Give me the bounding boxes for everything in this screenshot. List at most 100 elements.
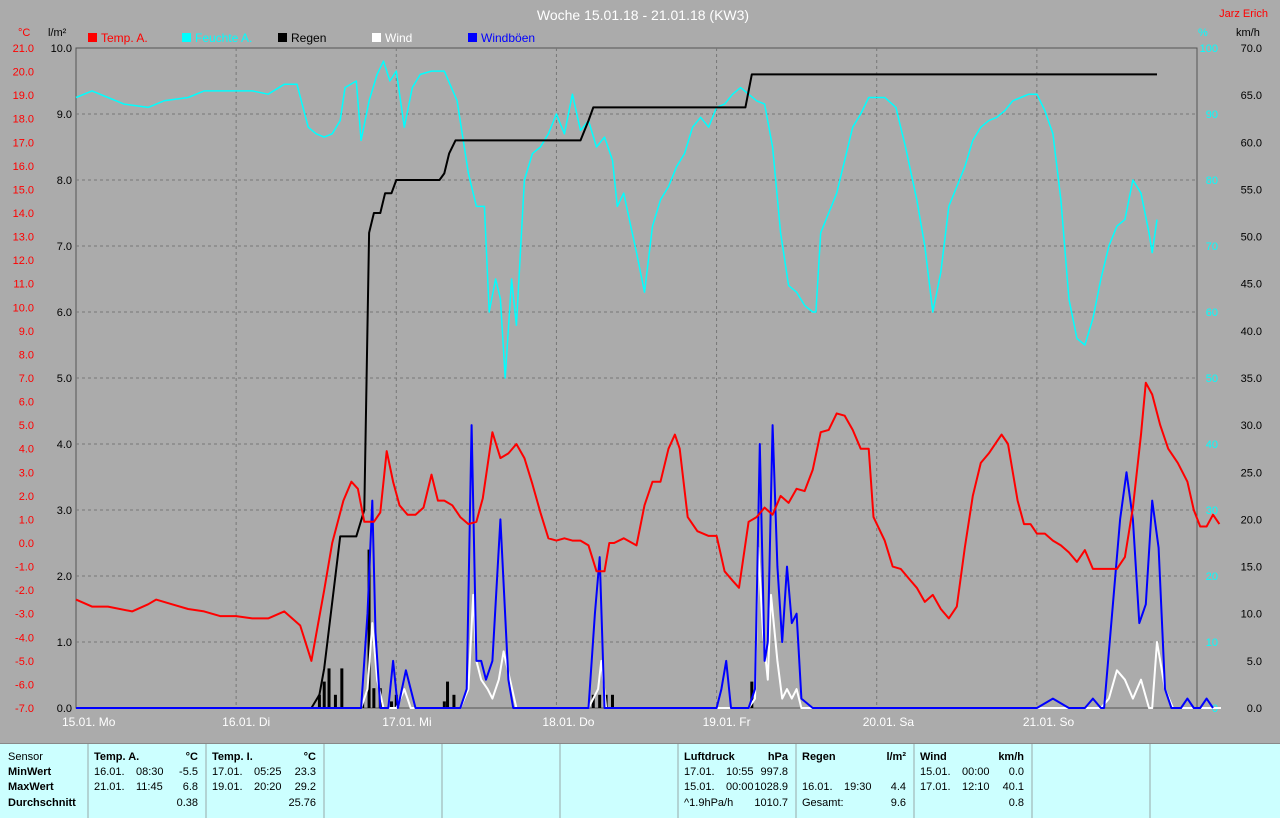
stats-value: 997.8 bbox=[760, 766, 788, 778]
x-tick-label: 21.01. So bbox=[1023, 715, 1075, 729]
humidity-tick-label: 40 bbox=[1206, 439, 1218, 451]
legend-label: Wind bbox=[385, 31, 412, 45]
humidity-tick-label: 50 bbox=[1206, 373, 1218, 385]
humidity-tick-label: 90 bbox=[1206, 109, 1218, 121]
stats-date: ^1.9hPa/h bbox=[684, 797, 733, 809]
temp-tick-label: 5.0 bbox=[19, 420, 34, 432]
stats-date: 21.01. bbox=[94, 781, 125, 793]
stats-row-label: Durchschnitt bbox=[8, 797, 76, 809]
stats-table: Sensor MinWert MaxWert Durchschnitt Temp. A.… bbox=[8, 744, 1151, 818]
stats-time: 12:10 bbox=[962, 781, 990, 793]
wind-axis-unit: km/h bbox=[1236, 27, 1260, 39]
stats-unit-temp-a: °C bbox=[186, 751, 198, 763]
chart-title: Woche 15.01.18 - 21.01.18 (KW3) bbox=[537, 7, 749, 23]
rain-bar bbox=[322, 681, 326, 708]
legend-label: Feuchte A. bbox=[195, 31, 252, 45]
wind-tick-label: 30.0 bbox=[1241, 420, 1262, 432]
temp-tick-label: -5.0 bbox=[15, 656, 34, 668]
stats-value: 29.2 bbox=[295, 781, 316, 793]
regen-line bbox=[76, 73, 1157, 709]
wind-tick-label: 50.0 bbox=[1241, 232, 1262, 244]
rain-tick-label: 4.0 bbox=[57, 439, 72, 451]
stats-value: 0.0 bbox=[1009, 766, 1024, 778]
rain-tick-label: 8.0 bbox=[57, 175, 72, 187]
stats-value: 9.6 bbox=[891, 797, 906, 809]
stats-time: 00:00 bbox=[726, 781, 754, 793]
humidity-tick-label: 80 bbox=[1206, 175, 1218, 187]
legend-label: Regen bbox=[291, 31, 326, 45]
wind-tick-label: 60.0 bbox=[1241, 137, 1262, 149]
rain-tick-label: 9.0 bbox=[57, 109, 72, 121]
temp-tick-label: 8.0 bbox=[19, 349, 34, 361]
stats-panel: Sensor MinWert MaxWert Durchschnitt Temp. A.… bbox=[0, 743, 1280, 818]
temp-tick-label: 10.0 bbox=[13, 302, 34, 314]
temp-tick-label: 14.0 bbox=[13, 208, 34, 220]
stats-unit-rain: l/m² bbox=[886, 751, 906, 763]
series-layer bbox=[75, 60, 1221, 709]
x-tick-label: 18.01. Do bbox=[542, 715, 594, 729]
rain-bars bbox=[317, 549, 754, 708]
windb-en-line bbox=[76, 424, 1214, 709]
legend-item: Windböen bbox=[468, 31, 535, 45]
stats-value: 1010.7 bbox=[754, 797, 788, 809]
rain-bar bbox=[598, 694, 602, 708]
rain-tick-label: 7.0 bbox=[57, 241, 72, 253]
chart-canvas: Woche 15.01.18 - 21.01.18 (KW3) Jarz Eri… bbox=[13, 7, 1268, 729]
temp-tick-label: 1.0 bbox=[19, 514, 34, 526]
stats-header-wind: Wind bbox=[920, 751, 947, 763]
legend-item: Wind bbox=[372, 31, 412, 45]
grid bbox=[75, 47, 1198, 709]
rain-bar bbox=[372, 688, 376, 708]
wind-tick-label: 10.0 bbox=[1241, 609, 1262, 621]
stats-date: 19.01. bbox=[212, 781, 243, 793]
temp-tick-label: 0.0 bbox=[19, 538, 34, 550]
stats-header-rain: Regen bbox=[802, 751, 836, 763]
temp-tick-label: 2.0 bbox=[19, 491, 34, 503]
rain-bar bbox=[446, 681, 450, 708]
wind-tick-label: 40.0 bbox=[1241, 326, 1262, 338]
stats-unit-temp-i: °C bbox=[304, 751, 316, 763]
temp-tick-label: 4.0 bbox=[19, 444, 34, 456]
stats-date: 15.01. bbox=[684, 781, 715, 793]
rain-tick-label: 0.0 bbox=[57, 703, 72, 715]
rain-tick-label: 3.0 bbox=[57, 505, 72, 517]
wind-tick-label: 5.0 bbox=[1247, 656, 1262, 668]
wind-tick-label: 70.0 bbox=[1241, 43, 1262, 55]
legend-item: Temp. A. bbox=[88, 31, 148, 45]
stats-time: 20:20 bbox=[254, 781, 282, 793]
stats-header-sensor: Sensor bbox=[8, 751, 43, 763]
rain-bar bbox=[591, 694, 595, 708]
stats-unit-wind: km/h bbox=[998, 751, 1024, 763]
rain-bar bbox=[327, 668, 331, 708]
rain-bar bbox=[317, 694, 321, 708]
rain-tick-label: 2.0 bbox=[57, 571, 72, 583]
temp-tick-label: 20.0 bbox=[13, 67, 34, 79]
feuchte-a-line bbox=[75, 60, 1158, 379]
legend-swatch bbox=[468, 33, 477, 42]
x-tick-label: 17.01. Mi bbox=[382, 715, 431, 729]
rain-bar bbox=[452, 694, 456, 708]
temp-tick-label: -6.0 bbox=[15, 679, 34, 691]
temp-tick-label: -7.0 bbox=[15, 703, 34, 715]
legend-swatch bbox=[372, 33, 381, 42]
wind-tick-label: 65.0 bbox=[1241, 90, 1262, 102]
stats-value: 4.4 bbox=[891, 781, 906, 793]
temp-tick-label: 11.0 bbox=[13, 279, 34, 291]
wind-tick-label: 0.0 bbox=[1247, 703, 1262, 715]
temp-tick-label: 19.0 bbox=[13, 90, 34, 102]
author-label: Jarz Erich bbox=[1219, 8, 1268, 20]
rain-bar bbox=[333, 694, 337, 708]
legend: Temp. A. Feuchte A. Regen Wind Windböen bbox=[88, 31, 535, 45]
stats-time: 00:00 bbox=[962, 766, 990, 778]
stats-value: 25.76 bbox=[288, 797, 316, 809]
stats-date: Gesamt: bbox=[802, 797, 844, 809]
temp-tick-label: 3.0 bbox=[19, 467, 34, 479]
stats-time: 19:30 bbox=[844, 781, 872, 793]
stats-header-temp-i: Temp. I. bbox=[212, 751, 253, 763]
humidity-tick-label: 100 bbox=[1200, 43, 1218, 55]
humidity-axis-unit: % bbox=[1198, 27, 1208, 39]
stats-row-label: MaxWert bbox=[8, 781, 54, 793]
legend-swatch bbox=[88, 33, 97, 42]
legend-item: Regen bbox=[278, 31, 326, 45]
stats-header-pressure: Luftdruck bbox=[684, 751, 736, 763]
